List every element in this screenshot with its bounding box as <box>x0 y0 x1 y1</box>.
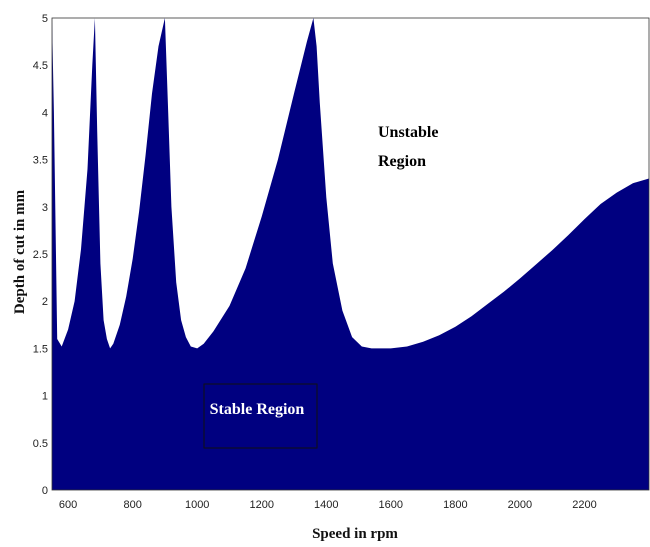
y-axis-ticks: 0 0.5 1 1.5 2 2.5 3 3.5 4 4.5 5 <box>33 13 48 497</box>
y-tick-label: 0.5 <box>33 438 48 450</box>
x-tick-label: 1800 <box>443 499 467 511</box>
y-tick-label: 5 <box>42 13 48 25</box>
y-tick-label: 2 <box>42 296 48 308</box>
x-axis-ticks: 600 800 1000 1200 1400 1600 1800 2000 2200 <box>59 499 597 511</box>
x-tick-label: 1200 <box>250 499 274 511</box>
unstable-region-label-line1: Unstable <box>378 124 438 141</box>
x-axis-label: Speed in rpm <box>312 526 398 542</box>
x-tick-label: 1600 <box>379 499 403 511</box>
stable-region-label: Stable Region <box>210 401 305 418</box>
unstable-region-label-line2: Region <box>378 153 426 170</box>
y-tick-label: 1 <box>42 391 48 403</box>
y-tick-label: 2.5 <box>33 249 48 261</box>
x-tick-label: 1000 <box>185 499 209 511</box>
stable-region-area <box>52 18 649 490</box>
y-tick-label: 0 <box>42 485 48 497</box>
plot-area <box>52 18 649 490</box>
y-tick-label: 4 <box>42 107 48 119</box>
stable-region-box <box>203 383 318 449</box>
y-tick-label: 4.5 <box>33 60 48 72</box>
x-tick-label: 1400 <box>314 499 338 511</box>
plot-frame <box>51 17 650 491</box>
y-tick-label: 1.5 <box>33 343 48 355</box>
y-axis-label: Depth of cut in mm <box>12 189 28 314</box>
x-tick-label: 2000 <box>508 499 532 511</box>
x-tick-label: 800 <box>124 499 142 511</box>
x-tick-label: 2200 <box>572 499 596 511</box>
y-tick-label: 3.5 <box>33 155 48 167</box>
y-tick-label: 3 <box>42 202 48 214</box>
x-tick-label: 600 <box>59 499 77 511</box>
